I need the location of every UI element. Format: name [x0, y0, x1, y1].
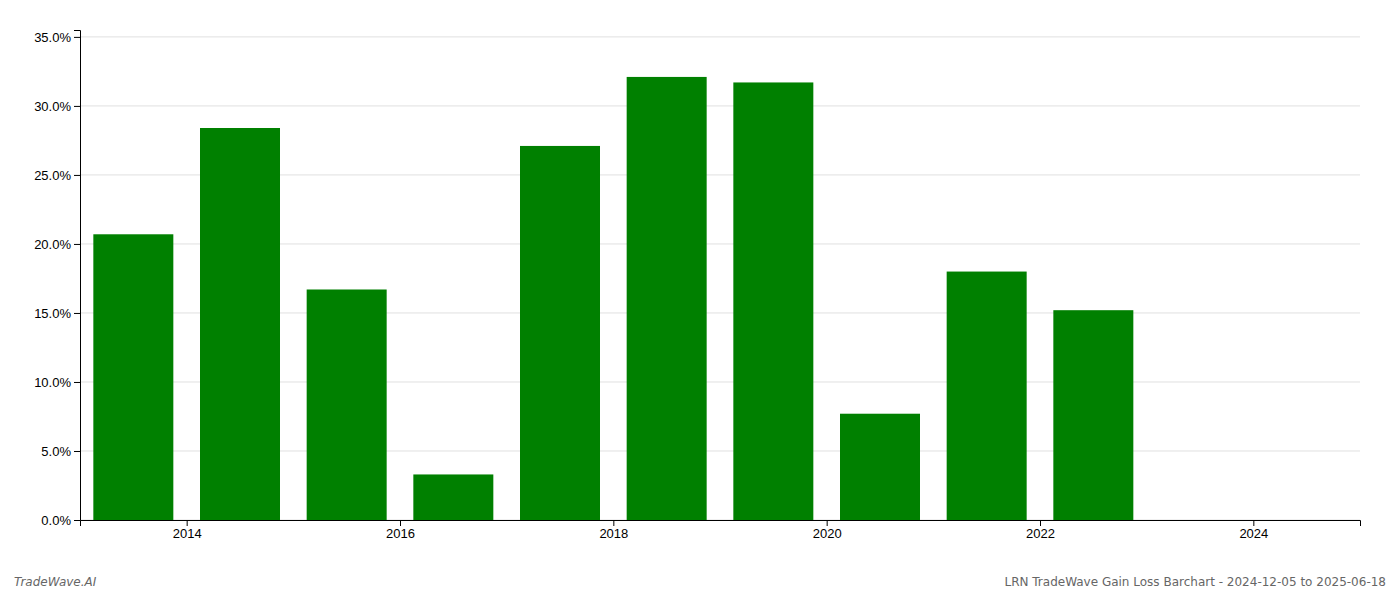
bars [93, 77, 1133, 520]
x-tick-label: 2018 [599, 526, 628, 541]
x-tick-mark [613, 520, 614, 526]
y-tick-mark [74, 37, 80, 38]
y-tick-label: 20.0% [34, 237, 71, 252]
x-tick: 2018 [599, 520, 628, 541]
y-tick-label: 5.0% [41, 444, 71, 459]
y-tick-mark [74, 451, 80, 452]
y-tick: 0.0% [41, 513, 80, 528]
y-tick: 5.0% [41, 444, 80, 459]
y-axis: 0.0% 5.0% 10.0% 15.0% 20.0% 25.0% 30.0% 35.0% [34, 30, 80, 528]
y-tick: 15.0% [34, 306, 80, 321]
bar [307, 289, 387, 520]
x-tick-mark [187, 520, 188, 526]
x-tick: 2020 [813, 520, 842, 541]
x-axis-line [81, 521, 1361, 527]
y-tick: 25.0% [34, 168, 80, 183]
x-tick: 2016 [386, 520, 415, 541]
y-tick: 20.0% [34, 237, 80, 252]
y-tick: 30.0% [34, 99, 80, 114]
x-tick-label: 2022 [1026, 526, 1055, 541]
y-tick-label: 35.0% [34, 30, 71, 45]
y-tick-mark [74, 313, 80, 314]
y-tick-label: 25.0% [34, 168, 71, 183]
x-tick-mark [1040, 520, 1041, 526]
x-tick-label: 2016 [386, 526, 415, 541]
grid [80, 37, 1360, 520]
x-tick: 2014 [173, 520, 202, 541]
y-axis-line [74, 31, 81, 521]
bar [520, 146, 600, 520]
y-tick-label: 30.0% [34, 99, 71, 114]
bar [733, 82, 813, 520]
x-tick-mark [827, 520, 828, 526]
x-tick: 2024 [1239, 520, 1268, 541]
x-axis: 2014 2016 2018 2020 2022 2024 [81, 520, 1361, 541]
y-tick-mark [74, 106, 80, 107]
x-tick-label: 2014 [173, 526, 202, 541]
x-tick-label: 2020 [813, 526, 842, 541]
grid-line [80, 36, 1360, 37]
bar [93, 234, 173, 520]
y-tick-mark [74, 520, 80, 521]
x-tick-mark [1253, 520, 1254, 526]
y-tick-mark [74, 244, 80, 245]
x-tick-mark [400, 520, 401, 526]
footer: TradeWave.AI LRN TradeWave Gain Loss Barc… [14, 575, 1386, 589]
bar [840, 414, 920, 520]
y-tick-label: 15.0% [34, 306, 71, 321]
chart: 2014 2016 2018 2020 2022 2024 0.0% 5.0% 10.0% 15.… [0, 0, 1400, 600]
y-tick-mark [74, 175, 80, 176]
x-tick-label: 2024 [1239, 526, 1268, 541]
bar [1053, 310, 1133, 520]
bar [627, 77, 707, 520]
y-tick: 35.0% [34, 30, 80, 45]
y-tick-label: 0.0% [41, 513, 71, 528]
plot: 2014 2016 2018 2020 2022 2024 0.0% 5.0% 10.0% 15.… [34, 30, 1360, 542]
y-tick-mark [74, 382, 80, 383]
bar [413, 474, 493, 520]
y-tick: 10.0% [34, 375, 80, 390]
footer-text: LRN TradeWave Gain Loss Barchart - 2024-… [1004, 575, 1386, 589]
bar [200, 128, 280, 520]
x-tick: 2022 [1026, 520, 1055, 541]
y-tick-label: 10.0% [34, 375, 71, 390]
footer-text: TradeWave.AI [14, 575, 97, 589]
bar [947, 272, 1027, 520]
grid-line [80, 105, 1360, 106]
